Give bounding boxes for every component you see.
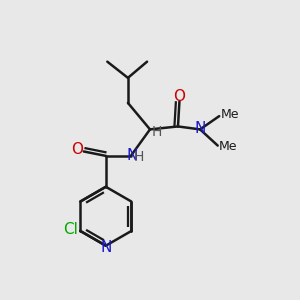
Text: N: N bbox=[194, 121, 206, 136]
Text: Me: Me bbox=[219, 140, 238, 153]
Text: Me: Me bbox=[221, 108, 239, 121]
Text: N: N bbox=[126, 148, 137, 163]
Text: O: O bbox=[71, 142, 83, 158]
Text: H: H bbox=[134, 150, 144, 164]
Text: Cl: Cl bbox=[64, 222, 78, 237]
Text: H: H bbox=[151, 125, 162, 139]
Text: O: O bbox=[173, 88, 185, 104]
Text: N: N bbox=[100, 240, 112, 255]
